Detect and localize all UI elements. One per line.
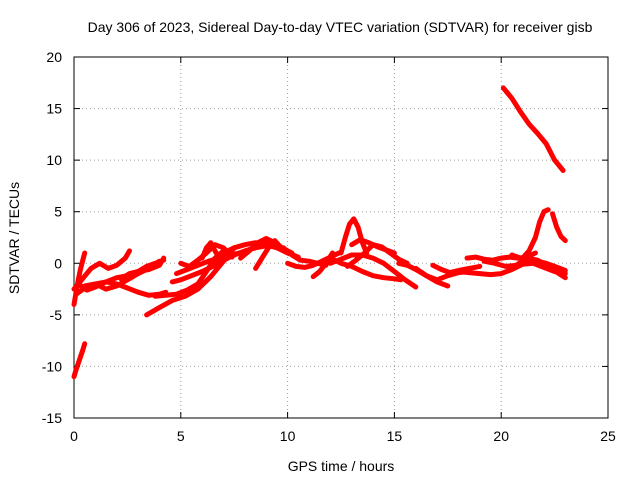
- series-arc-3: [71, 248, 132, 292]
- y-tick-label: -5: [50, 307, 63, 323]
- series-arc-13: [199, 240, 226, 264]
- series-arc-16: [253, 238, 284, 271]
- series-arc-1: [71, 341, 88, 380]
- y-tick-label: 5: [54, 204, 62, 220]
- x-tick-label: 10: [280, 428, 296, 444]
- x-tick-label: 20: [493, 428, 509, 444]
- series-arc-34: [500, 85, 566, 173]
- y-tick-label: -10: [42, 358, 62, 374]
- series-arc-7: [118, 257, 167, 282]
- series-arc-27: [430, 262, 483, 276]
- x-tick-label: 0: [70, 428, 78, 444]
- y-tick-label: 10: [46, 152, 62, 168]
- y-tick-label: 0: [54, 255, 62, 271]
- series-group: [71, 85, 568, 380]
- series-arc-20: [327, 252, 419, 290]
- series-arc-33: [550, 211, 568, 244]
- series-arc-22: [327, 255, 404, 283]
- grid: [74, 57, 608, 418]
- x-tick-label: 25: [600, 428, 616, 444]
- series-arc-32: [520, 207, 551, 261]
- x-tick-label: 5: [177, 428, 185, 444]
- chart-title: Day 306 of 2023, Sidereal Day-to-day VTE…: [88, 19, 593, 35]
- y-axis-label: SDTVAR / TECUs: [6, 182, 22, 294]
- x-tick-label: 15: [387, 428, 403, 444]
- y-tick-label: 15: [46, 101, 62, 117]
- series-arc-24: [349, 237, 397, 256]
- y-tick-label: 20: [46, 49, 62, 65]
- series-arc-21: [338, 216, 370, 256]
- plot-frame: [73, 56, 609, 419]
- x-axis-label: GPS time / hours: [288, 458, 395, 474]
- axis-ticks: 0 5 10 15 20 25 -15 -10 -5 0 5 10 15 20: [42, 49, 616, 444]
- y-tick-label: -15: [42, 410, 62, 426]
